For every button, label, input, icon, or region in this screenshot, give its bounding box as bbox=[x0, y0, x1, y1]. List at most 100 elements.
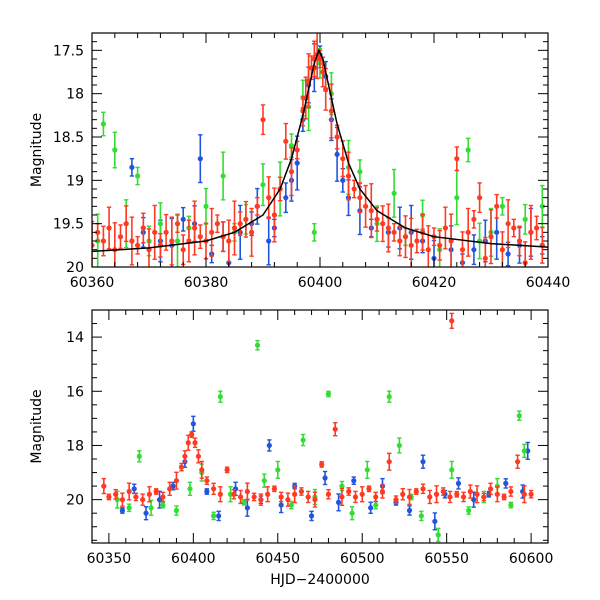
data-point bbox=[494, 229, 500, 235]
data-point bbox=[244, 488, 250, 495]
data-point bbox=[143, 510, 149, 516]
data-point bbox=[528, 229, 534, 235]
data-point bbox=[135, 242, 141, 248]
data-point bbox=[391, 229, 397, 235]
data-point bbox=[319, 461, 325, 468]
y-tick-label: 16 bbox=[66, 384, 84, 400]
data-point bbox=[465, 147, 471, 153]
data-point bbox=[406, 494, 413, 500]
data-point bbox=[119, 507, 125, 514]
data-point bbox=[258, 497, 264, 503]
data-point bbox=[178, 464, 185, 470]
data-point bbox=[129, 238, 135, 244]
data-point bbox=[339, 483, 345, 489]
data-point bbox=[182, 453, 188, 459]
y-tick-label: 20 bbox=[66, 260, 84, 276]
data-point bbox=[214, 221, 220, 227]
data-point bbox=[152, 229, 158, 235]
data-point bbox=[148, 505, 154, 511]
data-point bbox=[238, 494, 244, 500]
data-point bbox=[534, 225, 540, 231]
data-point bbox=[373, 494, 379, 500]
data-point bbox=[359, 491, 365, 497]
data-point bbox=[173, 507, 180, 514]
data-point bbox=[157, 221, 163, 227]
data-point bbox=[216, 513, 222, 519]
data-point bbox=[119, 497, 125, 503]
data-point bbox=[440, 488, 446, 495]
data-point bbox=[101, 483, 107, 489]
series-1 bbox=[95, 47, 545, 267]
data-point bbox=[288, 169, 295, 175]
data-point bbox=[244, 505, 250, 511]
data-point bbox=[190, 421, 196, 427]
data-point bbox=[106, 225, 112, 231]
data-point bbox=[494, 491, 500, 497]
data-point bbox=[100, 121, 106, 127]
x-tick-label: 60360 bbox=[70, 275, 115, 291]
data-point bbox=[305, 494, 311, 500]
data-point bbox=[396, 442, 402, 449]
data-point bbox=[454, 491, 460, 497]
data-point bbox=[197, 234, 203, 240]
data-point bbox=[160, 494, 166, 500]
data-point bbox=[408, 242, 414, 248]
data-point bbox=[482, 255, 488, 261]
data-point bbox=[364, 467, 370, 473]
data-point bbox=[357, 169, 363, 175]
data-point bbox=[334, 134, 340, 140]
data-point bbox=[265, 491, 271, 497]
data-point bbox=[345, 173, 352, 179]
data-point bbox=[135, 173, 141, 179]
data-point bbox=[400, 491, 406, 497]
data-point bbox=[515, 459, 521, 465]
x-axis-label: HJD−2400000 bbox=[270, 572, 370, 588]
series-2 bbox=[101, 312, 534, 508]
data-point bbox=[189, 432, 195, 438]
data-point bbox=[397, 238, 403, 244]
data-point bbox=[251, 494, 257, 500]
data-point bbox=[260, 182, 266, 188]
data-point bbox=[224, 467, 230, 473]
data-point bbox=[368, 208, 374, 214]
data-point bbox=[474, 491, 480, 497]
data-point bbox=[374, 216, 380, 222]
data-point bbox=[243, 216, 249, 222]
y-tick-label: 20 bbox=[66, 493, 84, 509]
x-tick-label: 60550 bbox=[424, 551, 469, 567]
y-axis-label: Magnitude bbox=[29, 389, 45, 463]
data-point bbox=[271, 212, 277, 218]
data-point bbox=[180, 247, 186, 253]
series-0 bbox=[129, 43, 545, 267]
data-point bbox=[261, 478, 267, 484]
data-point bbox=[516, 413, 522, 419]
data-point bbox=[328, 108, 334, 114]
data-point bbox=[173, 478, 180, 484]
data-point bbox=[217, 394, 223, 400]
data-point bbox=[308, 513, 315, 519]
data-point bbox=[187, 486, 193, 492]
data-point bbox=[300, 437, 306, 443]
data-point bbox=[528, 491, 534, 497]
data-point bbox=[471, 247, 477, 253]
data-point bbox=[298, 488, 305, 495]
data-point bbox=[325, 391, 332, 397]
data-point bbox=[325, 491, 332, 497]
data-point bbox=[271, 486, 277, 492]
data-point bbox=[481, 494, 487, 500]
data-point bbox=[204, 488, 210, 495]
data-point bbox=[283, 138, 289, 144]
data-point bbox=[386, 459, 392, 465]
data-point bbox=[100, 238, 106, 244]
y-tick-label: 18.5 bbox=[53, 130, 84, 146]
data-point bbox=[266, 442, 272, 449]
data-point bbox=[386, 394, 392, 400]
data-point bbox=[283, 195, 289, 201]
data-point bbox=[174, 221, 181, 227]
data-point bbox=[449, 318, 455, 324]
data-point bbox=[334, 151, 340, 157]
data-point bbox=[231, 491, 237, 497]
data-point bbox=[185, 440, 191, 446]
data-point bbox=[455, 480, 462, 486]
